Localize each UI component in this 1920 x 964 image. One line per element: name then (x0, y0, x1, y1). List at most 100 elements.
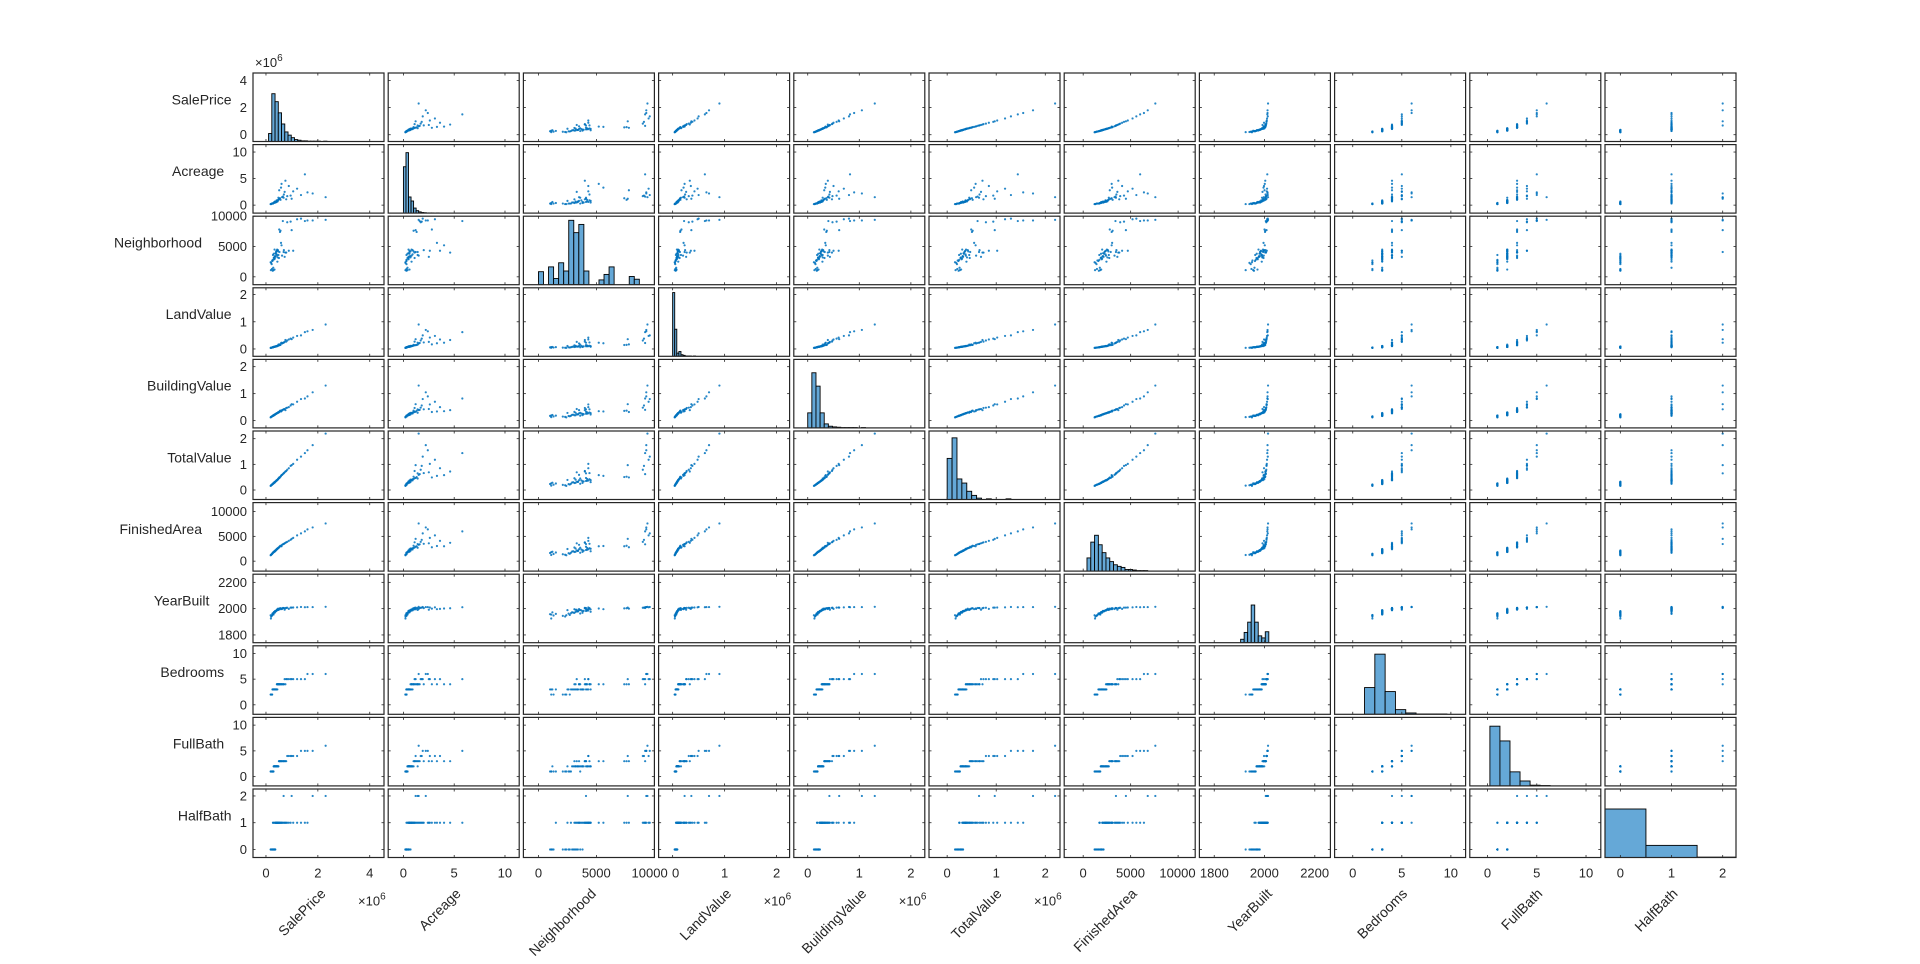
histogram-bar (553, 278, 560, 285)
scatter-point (996, 336, 999, 339)
scatter-point (1390, 228, 1394, 231)
panel-SalePrice-vs-Bedrooms (1333, 72, 1467, 143)
scatter-point (577, 196, 581, 199)
scatter-point (286, 195, 289, 198)
scatter-point (847, 193, 851, 197)
scatter-point (1670, 338, 1673, 342)
scatter-point (1244, 416, 1247, 419)
scatter-point (1670, 191, 1673, 194)
scatter-point (279, 474, 283, 477)
scatter-point (1506, 260, 1509, 263)
scatter-point (1535, 191, 1538, 194)
scatter-point (324, 384, 327, 387)
scatter-point (979, 255, 983, 258)
scatter-point (1381, 266, 1384, 269)
axes-frame (793, 358, 926, 429)
scatter-point (970, 126, 974, 129)
scatter-point (303, 173, 306, 176)
scatter-point (587, 412, 590, 415)
scatter-point (1098, 414, 1101, 417)
axes-frame (1469, 215, 1602, 286)
scatter-point (579, 202, 582, 205)
scatter-point (1400, 400, 1403, 403)
scatter-point (587, 190, 590, 193)
scatter-point (648, 455, 651, 458)
scatter-point (1400, 468, 1403, 471)
scatter-point (295, 400, 299, 403)
axes-frame (387, 215, 520, 286)
axes-frame (1333, 72, 1467, 143)
scatter-point (644, 124, 647, 128)
scatter-point (1261, 250, 1264, 253)
scatter-point (1525, 190, 1529, 193)
scatter-point (1265, 458, 1269, 461)
scatter-point (973, 342, 976, 345)
scatter-point (823, 198, 826, 201)
scatter-point (1126, 403, 1129, 406)
axes-frame (387, 72, 520, 143)
scatter-point (981, 541, 984, 544)
scatter-point (984, 540, 988, 543)
scatter-point (419, 406, 422, 409)
scatter-point (1016, 397, 1019, 400)
scatter-point (1515, 196, 1519, 199)
scatter-point (1670, 458, 1673, 461)
scatter-point (1266, 397, 1269, 401)
scatter-point (1670, 266, 1673, 269)
scatter-point (648, 397, 651, 401)
scatter-point (992, 194, 995, 197)
scatter-point (588, 408, 591, 411)
scatter-point (1003, 534, 1007, 537)
scatter-point (837, 190, 840, 193)
scatter-point (680, 189, 683, 192)
scatter-point (1139, 113, 1142, 116)
scatter-point (623, 343, 626, 347)
scatter-point (1262, 196, 1265, 199)
scatter-point (676, 249, 680, 252)
scatter-point (299, 193, 303, 197)
scatter-point (550, 131, 553, 134)
scatter-point (1264, 196, 1267, 199)
histogram-bar (558, 262, 565, 285)
panel-FinishedArea-vs-LandValue (657, 502, 791, 572)
scatter-point (848, 451, 852, 455)
scatter-point (1135, 115, 1138, 118)
axes-frame (522, 430, 656, 501)
scatter-point (1115, 193, 1118, 196)
scatter-point (442, 545, 446, 548)
scatter-point (1100, 268, 1103, 271)
scatter-point (996, 536, 999, 539)
scatter-point (1721, 192, 1724, 195)
panel-SalePrice-vs-HalfBath (1604, 72, 1737, 143)
scatter-point (577, 125, 581, 128)
scatter-point (645, 109, 648, 112)
scatter-point (584, 408, 588, 411)
scatter-point (284, 338, 287, 342)
scatter-point (1381, 345, 1384, 348)
axes-frame (928, 430, 1061, 501)
scatter-point (1096, 259, 1099, 262)
axes-frame (387, 287, 520, 357)
scatter-point (961, 413, 964, 416)
scatter-point (427, 407, 430, 411)
scatter-point (588, 471, 591, 475)
scatter-point (697, 397, 700, 401)
scatter-point (818, 255, 821, 258)
scatter-point (1525, 229, 1529, 232)
panel-LandValue-vs-LandValue (657, 287, 791, 357)
scatter-point (685, 251, 688, 254)
scatter-point (1266, 334, 1269, 337)
scatter-point (1053, 384, 1057, 387)
scatter-point (311, 444, 314, 447)
scatter-point (961, 255, 964, 258)
scatter-point (587, 338, 590, 341)
scatter-point (993, 338, 996, 341)
scatter-point (461, 451, 464, 455)
scatter-point (647, 117, 650, 120)
axes-frame (522, 215, 656, 286)
scatter-point (1135, 397, 1138, 401)
scatter-point (1515, 408, 1519, 411)
scatter-point (954, 202, 957, 206)
scatter-point (580, 199, 583, 202)
histogram-bar (628, 276, 635, 285)
